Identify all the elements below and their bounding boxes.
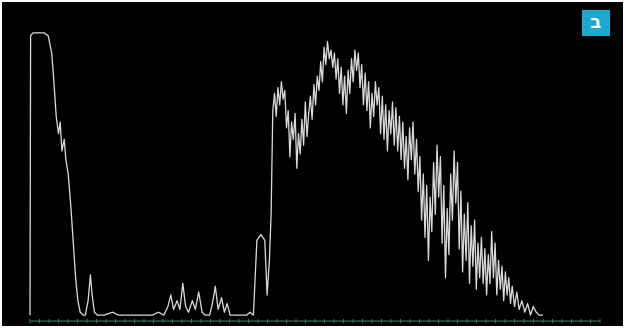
signal-trace: [29, 32, 543, 316]
signal-chart: [29, 32, 601, 323]
plot-background: [2, 2, 623, 326]
panel-badge: ב: [582, 10, 610, 36]
baseline-ticks: [29, 319, 601, 323]
